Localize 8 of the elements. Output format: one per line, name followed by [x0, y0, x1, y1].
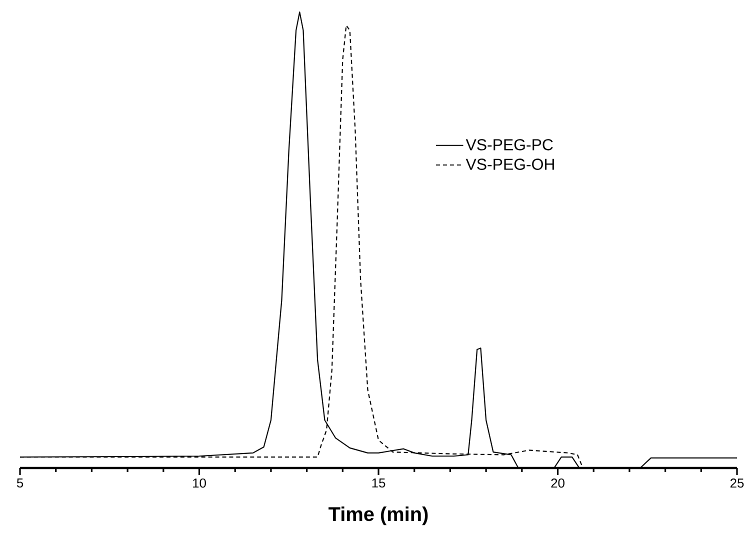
- x-tick-label: 10: [193, 478, 206, 488]
- x-axis-title: Time (min): [328, 506, 428, 526]
- x-tick-label: 20: [551, 478, 564, 488]
- x-tick-label: 15: [372, 478, 386, 488]
- x-tick-label: 5: [16, 478, 24, 488]
- x-tick-label: 25: [730, 478, 744, 488]
- legend-label: VS-PEG-PC: [466, 139, 553, 150]
- legend-label: VS-PEG-OH: [466, 158, 554, 170]
